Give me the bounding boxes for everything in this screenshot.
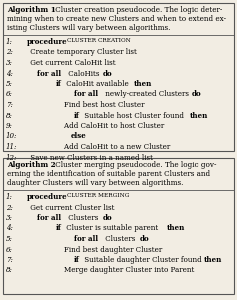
Text: 4:: 4: — [6, 224, 13, 232]
Text: Get current Cluster list: Get current Cluster list — [19, 203, 114, 211]
Text: 5:: 5: — [6, 80, 13, 88]
Text: Suitable daughter Cluster found: Suitable daughter Cluster found — [82, 256, 205, 264]
Text: 9:: 9: — [6, 122, 13, 130]
Text: CLUSTER MERGING: CLUSTER MERGING — [67, 193, 129, 198]
Text: do: do — [103, 70, 113, 77]
Text: 11:: 11: — [6, 143, 17, 151]
Text: daughter Clusters will vary between algorithms.: daughter Clusters will vary between algo… — [7, 179, 183, 187]
Text: 6:: 6: — [6, 245, 13, 253]
Text: Create temporary Cluster list: Create temporary Cluster list — [19, 49, 137, 56]
Text: CLUSTER CREATION: CLUSTER CREATION — [67, 38, 131, 43]
Text: Algorithm 2: Algorithm 2 — [7, 161, 56, 169]
Text: then: then — [189, 112, 208, 119]
Text: 7:: 7: — [6, 101, 13, 109]
Text: Merge daughter Cluster into Parent: Merge daughter Cluster into Parent — [19, 266, 194, 274]
Text: Clusters: Clusters — [66, 214, 101, 222]
Text: Save new Clusters in a named list: Save new Clusters in a named list — [19, 154, 153, 161]
Text: mining when to create new Clusters and when to extend ex-: mining when to create new Clusters and w… — [7, 15, 226, 23]
Text: then: then — [134, 80, 152, 88]
Text: 2:: 2: — [6, 203, 13, 211]
Text: then: then — [167, 224, 186, 232]
Text: 1:: 1: — [6, 38, 13, 46]
Text: for all: for all — [37, 70, 62, 77]
Text: 12:: 12: — [6, 154, 17, 161]
Text: CaloHit available: CaloHit available — [64, 80, 131, 88]
Text: else: else — [71, 133, 86, 140]
Text: Cluster is suitable parent: Cluster is suitable parent — [64, 224, 160, 232]
Text: erning the identification of suitable parent Clusters and: erning the identification of suitable pa… — [7, 170, 210, 178]
Text: 7:: 7: — [6, 256, 13, 264]
Text: 1:: 1: — [6, 193, 13, 201]
Text: then: then — [204, 256, 222, 264]
Text: Cluster creation pseudocode. The logic deter-: Cluster creation pseudocode. The logic d… — [53, 6, 223, 14]
Text: if: if — [56, 224, 62, 232]
Text: 8:: 8: — [6, 112, 13, 119]
Text: 3:: 3: — [6, 59, 13, 67]
Text: if: if — [74, 256, 80, 264]
Text: 10:: 10: — [6, 133, 17, 140]
Text: Cluster merging pseudocode. The logic gov-: Cluster merging pseudocode. The logic go… — [53, 161, 217, 169]
Text: 3:: 3: — [6, 214, 13, 222]
Text: procedure: procedure — [26, 193, 67, 201]
Text: 5:: 5: — [6, 235, 13, 243]
Text: 6:: 6: — [6, 91, 13, 98]
Text: for all: for all — [37, 214, 62, 222]
Bar — [3, 158, 234, 294]
Text: 4:: 4: — [6, 70, 13, 77]
Text: Add CaloHit to host Cluster: Add CaloHit to host Cluster — [19, 122, 164, 130]
Text: 2:: 2: — [6, 49, 13, 56]
Text: do: do — [140, 235, 150, 243]
Text: do: do — [191, 91, 201, 98]
Text: Algorithm 1: Algorithm 1 — [7, 6, 56, 14]
Text: if: if — [56, 80, 62, 88]
Text: Find best daughter Cluster: Find best daughter Cluster — [19, 245, 162, 253]
Text: CaloHits: CaloHits — [66, 70, 102, 77]
Text: 8:: 8: — [6, 266, 13, 274]
Text: newly-created Clusters: newly-created Clusters — [103, 91, 191, 98]
Text: procedure: procedure — [26, 38, 67, 46]
Text: Suitable host Cluster found: Suitable host Cluster found — [82, 112, 187, 119]
Text: do: do — [103, 214, 113, 222]
Text: for all: for all — [74, 235, 98, 243]
Text: Get current CaloHit list: Get current CaloHit list — [19, 59, 116, 67]
Text: Add CaloHit to a new Cluster: Add CaloHit to a new Cluster — [19, 143, 170, 151]
Text: if: if — [74, 112, 80, 119]
Text: isting Clusters will vary between algorithms.: isting Clusters will vary between algori… — [7, 24, 170, 32]
Text: Clusters: Clusters — [103, 235, 138, 243]
Bar — [3, 3, 234, 151]
Text: for all: for all — [74, 91, 98, 98]
Text: Find best host Cluster: Find best host Cluster — [19, 101, 145, 109]
